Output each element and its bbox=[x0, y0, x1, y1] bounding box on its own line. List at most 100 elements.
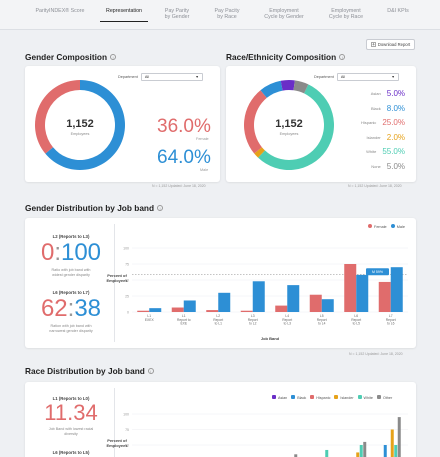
gender-kpi2-value-a: 62 bbox=[40, 295, 68, 322]
gender-total-label: Employees bbox=[70, 132, 90, 136]
race-legend-value: 25.0% bbox=[382, 118, 405, 127]
male-percent: 64.0% bbox=[157, 147, 211, 168]
legend-chip bbox=[291, 395, 296, 399]
legend-chip-male bbox=[390, 224, 395, 228]
department-select[interactable]: All ▼ bbox=[140, 73, 203, 81]
info-icon[interactable]: i bbox=[110, 54, 117, 60]
download-report-button[interactable]: Download Report bbox=[366, 39, 415, 50]
race-legend-value: 5.0% bbox=[386, 161, 405, 171]
race-kpi1-value: 11.34 bbox=[44, 400, 98, 425]
legend-chip bbox=[334, 395, 339, 399]
gender-distribution-title-text: Gender Distribution by Job band bbox=[25, 203, 155, 213]
download-icon bbox=[371, 42, 376, 47]
race-legend-value: 2.0% bbox=[386, 132, 405, 142]
race-kpi2-label: L6 (Reports to L5) bbox=[52, 450, 90, 455]
race-distribution-card bbox=[25, 382, 416, 457]
tab-di-kpis[interactable]: D&I KPIs bbox=[387, 8, 409, 14]
race-composition-title: Race/Ethnicity Composition i bbox=[226, 52, 346, 62]
gender-kpi1-label: L2 (Reports to L3) bbox=[52, 234, 90, 239]
race-legend-value: 55.0% bbox=[382, 147, 405, 156]
race-dist-legend-hispanic: Hispanic bbox=[310, 395, 331, 400]
race-legend-label: Asian bbox=[370, 91, 381, 96]
gender-kpi2-label: L6 (Reports to L7) bbox=[52, 290, 90, 295]
legend-chip-female bbox=[368, 224, 372, 228]
legend-label: Hispanic bbox=[316, 395, 331, 400]
race-composition-footer: N = 1,152 Updated: June 18, 2020 bbox=[348, 184, 402, 188]
active-tab-underline bbox=[100, 21, 148, 23]
chevron-down-icon: ▼ bbox=[195, 75, 199, 79]
legend-label: Other bbox=[382, 395, 393, 400]
legend-label: Islander bbox=[340, 395, 354, 400]
gender-composition-footer: N = 1,152 Updated: June 18, 2020 bbox=[152, 184, 206, 188]
tab-representation[interactable]: Representation bbox=[106, 8, 142, 14]
legend-label: Asian bbox=[278, 395, 288, 400]
department-label: Department bbox=[118, 75, 138, 79]
info-icon[interactable]: i bbox=[147, 368, 154, 374]
tab-parityindex-score[interactable]: ParityINDEX® Score bbox=[35, 8, 85, 14]
race-distribution-title-text: Race Distribution by Job band bbox=[25, 366, 145, 376]
race-legend-label: Hispanic bbox=[360, 120, 377, 125]
gender-kpi2-sub: Ration with job band with narrowest gend… bbox=[49, 324, 93, 333]
legend-male-label: Male bbox=[396, 224, 405, 229]
race-distribution-title: Race Distribution by Job band i bbox=[25, 366, 154, 376]
female-percent: 36.0% bbox=[157, 116, 211, 137]
race-kpi1-sub: Job Band with lowest racial diversity bbox=[48, 427, 94, 436]
race-department-filter: Department All ▼ bbox=[314, 73, 399, 81]
legend-label: Black bbox=[297, 395, 307, 400]
gender-kpi1-value-a: 0 bbox=[40, 239, 55, 266]
race-legend-value: 5.0% bbox=[386, 89, 405, 98]
legend-chip bbox=[272, 395, 276, 399]
race-legend-label: White bbox=[366, 149, 377, 154]
gender-kpi1-sep: : bbox=[54, 239, 61, 266]
gender-distribution-footer: N = 1,152 Updated: June 18, 2020 bbox=[349, 352, 403, 356]
race-total-label: Employees bbox=[279, 132, 299, 136]
tab-employment-cycle-race[interactable]: Employment Cycle by Race bbox=[328, 8, 364, 21]
legend-chip bbox=[310, 395, 315, 399]
department-label: Department bbox=[314, 75, 334, 79]
race-legend-asian: Asian 5.0% bbox=[345, 89, 405, 98]
gender-kpi2-value: 62:38 bbox=[30, 295, 112, 323]
gender-kpi2-sep: : bbox=[67, 295, 75, 322]
info-icon[interactable]: i bbox=[157, 205, 164, 211]
department-select[interactable]: All ▼ bbox=[336, 73, 399, 81]
race-legend-value: 8.0% bbox=[386, 103, 405, 113]
race-legend-label: Black bbox=[370, 105, 381, 111]
race-dist-legend-islander: Islander bbox=[334, 395, 354, 400]
race-legend-islander: Islander 2.0% bbox=[345, 133, 405, 142]
race-legend-label: None bbox=[371, 163, 381, 169]
department-value: All bbox=[144, 75, 150, 79]
department-value: All bbox=[340, 75, 346, 79]
gender-kpi1-sub: Ratio with job band with widest gender d… bbox=[51, 268, 91, 277]
race-legend-label: Islander bbox=[366, 134, 381, 140]
gender-total: 1,152 bbox=[66, 118, 94, 130]
race-dist-legend-other: Other bbox=[376, 395, 393, 400]
race-legend-white: White 55.0% bbox=[345, 147, 405, 156]
tab-employment-cycle-gender[interactable]: Employment Cycle by Gender bbox=[264, 8, 304, 21]
gender-kpi1-value: 0:100 bbox=[30, 239, 112, 267]
legend-label: White bbox=[363, 395, 373, 400]
legend-chip bbox=[357, 395, 362, 399]
race-composition-title-text: Race/Ethnicity Composition bbox=[226, 52, 337, 62]
race-kpi1-label: L1 (Reports to L0) bbox=[52, 396, 90, 401]
tab-pay-parity-gender[interactable]: Pay Parity by Gender bbox=[164, 8, 190, 21]
race-legend-none: None 5.0% bbox=[345, 162, 405, 171]
kpi-divider bbox=[114, 388, 115, 457]
race-dist-legend-white: White bbox=[357, 395, 373, 400]
race-dist-legend-asian: Asian bbox=[272, 395, 288, 400]
male-label: Male bbox=[200, 168, 209, 172]
legend-female-label: Female bbox=[374, 224, 387, 229]
info-icon[interactable]: i bbox=[339, 54, 346, 60]
gender-kpi2-value-b: 38 bbox=[74, 295, 102, 322]
tab-pay-parity-race[interactable]: Pay Pacity by Race bbox=[214, 8, 240, 21]
kpi-divider bbox=[114, 224, 115, 342]
legend-chip bbox=[376, 395, 381, 399]
race-total: 1,152 bbox=[275, 118, 303, 130]
race-legend-black: Black 8.0% bbox=[345, 104, 405, 113]
legend-male: Male bbox=[390, 224, 405, 229]
top-nav: ParityINDEX® Score Representation Pay Pa… bbox=[0, 0, 440, 30]
gender-dist-legend: Female Male bbox=[368, 224, 405, 229]
race-legend-hispanic: Hispanic 25.0% bbox=[345, 118, 405, 127]
gender-kpi1-value-b: 100 bbox=[60, 239, 102, 266]
gender-composition-title: Gender Composition i bbox=[25, 52, 117, 62]
female-label: Female bbox=[196, 137, 209, 141]
